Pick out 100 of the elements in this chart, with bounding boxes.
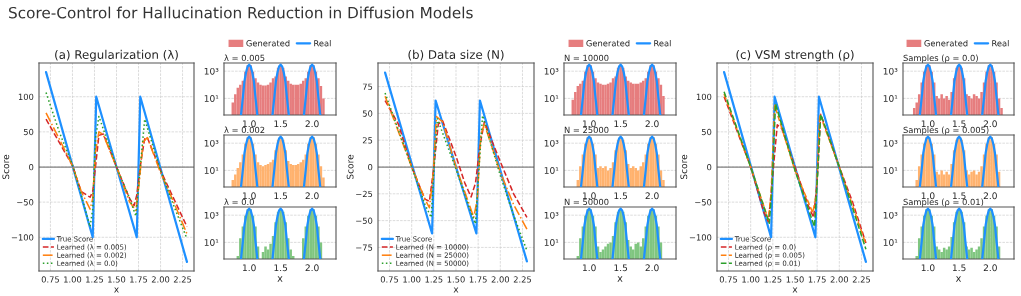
x-tick-label: 2.0 (983, 120, 997, 128)
x-tick-label: 1.50 (108, 276, 126, 283)
x-tick-label: 1.5 (614, 120, 628, 128)
legend-label: Real (314, 39, 331, 47)
x-tick-label: 0.75 (719, 276, 738, 283)
x-tick-label: 1.75 (808, 276, 826, 283)
legend-label: Generated (586, 39, 630, 47)
x-tick-label: 1.0 (582, 120, 596, 128)
x-tick-label: 0.75 (380, 276, 399, 283)
y-axis-title: Score (346, 154, 354, 180)
x-tick-label: 2.00 (491, 276, 510, 283)
legend-label: Generated (246, 39, 290, 47)
x-tick-label: 1.50 (447, 276, 465, 283)
y-tick-label: 50 (23, 128, 34, 136)
y-tick-label: 10³ (204, 139, 219, 147)
y-tick-label: 10¹ (544, 167, 559, 174)
y-tick-label: −50 (17, 199, 34, 206)
x-axis-title: x (114, 287, 119, 293)
chart-title: N = 25000 (564, 126, 609, 134)
x-axis-title: x (792, 287, 798, 293)
legend-label: Real (654, 39, 671, 47)
y-tick-label: 0 (707, 163, 712, 171)
text: Score-Control for Hallucination Reduction in Diffusion Models (9, 6, 473, 19)
x-tick-label: 2.25 (173, 276, 192, 283)
chart-title: Samples (ρ = 0.01) (903, 198, 984, 207)
x-tick-label: 1.0 (921, 264, 935, 272)
y-tick-label: 10³ (544, 67, 559, 75)
x-tick-label: 2.0 (645, 264, 659, 272)
y-tick-label: 10³ (204, 67, 219, 75)
x-axis-title: x (277, 276, 283, 282)
y-tick-label: 25 (362, 137, 373, 144)
y-tick-label: 10³ (204, 211, 219, 219)
y-tick-label: 10¹ (883, 95, 898, 102)
y-tick-label: 10¹ (204, 167, 219, 174)
x-tick-label: 2.0 (305, 192, 319, 200)
x-tick-label: 1.0 (242, 264, 256, 272)
y-tick-label: −100 (689, 234, 712, 241)
y-tick-label: 50 (362, 110, 373, 117)
y-tick-label: 100 (696, 93, 712, 101)
y-tick-label: 10³ (883, 139, 898, 147)
chart-title: N = 10000 (564, 54, 609, 62)
chart-title: (c) VSM strength (ρ) (736, 49, 854, 62)
x-axis-title: x (453, 287, 459, 293)
y-tick-label: 10¹ (204, 95, 219, 102)
x-tick-label: 1.0 (921, 120, 935, 128)
x-tick-label: 1.25 (425, 276, 443, 283)
x-tick-label: 2.0 (983, 264, 997, 272)
x-tick-label: 2.0 (305, 264, 319, 272)
chart-title: (b) Data size (N) (408, 49, 504, 61)
y-tick-label: −25 (356, 190, 373, 198)
y-tick-label: 75 (362, 83, 373, 90)
y-tick-label: 10³ (883, 67, 898, 75)
chart-title: (a) Regularization (λ) (55, 49, 178, 62)
x-tick-label: 1.00 (742, 276, 760, 283)
x-tick-label: 1.5 (614, 192, 628, 200)
y-tick-label: 10¹ (204, 239, 219, 246)
x-tick-label: 2.00 (830, 276, 849, 283)
y-tick-label: 100 (18, 93, 34, 101)
y-tick-label: 10¹ (883, 239, 898, 246)
x-tick-label: 1.50 (786, 276, 804, 283)
y-tick-label: −50 (356, 217, 373, 224)
x-tick-label: 0.75 (41, 276, 59, 283)
y-tick-label: 50 (701, 128, 712, 136)
y-tick-label: 10³ (544, 211, 559, 219)
y-tick-label: −75 (356, 244, 373, 251)
x-tick-label: 1.5 (274, 120, 288, 128)
chart-title: λ = 0.002 (224, 126, 265, 134)
y-tick-label: −100 (11, 234, 34, 241)
x-tick-label: 1.0 (582, 192, 596, 200)
x-tick-label: 1.0 (242, 120, 256, 128)
y-tick-label: 0 (368, 163, 373, 171)
y-tick-label: 10¹ (544, 239, 559, 246)
x-axis-title: x (617, 276, 623, 282)
x-tick-label: 1.0 (582, 264, 596, 272)
y-tick-label: 10¹ (544, 95, 559, 102)
x-tick-label: 2.0 (645, 192, 659, 200)
y-axis-title: Score (2, 154, 10, 180)
x-tick-label: 2.0 (645, 120, 659, 128)
legend-label: Generated (924, 39, 968, 47)
x-axis-title: x (955, 276, 962, 282)
x-tick-label: 1.5 (952, 120, 966, 128)
x-tick-label: 2.25 (852, 276, 871, 283)
x-tick-label: 1.5 (614, 264, 628, 272)
x-tick-label: 1.5 (952, 264, 966, 272)
x-tick-label: 1.25 (764, 276, 782, 283)
x-tick-label: 1.5 (274, 264, 288, 272)
x-tick-label: 1.75 (130, 276, 148, 283)
x-tick-label: 1.25 (86, 276, 104, 283)
x-tick-label: 2.00 (151, 276, 170, 283)
x-tick-label: 1.5 (274, 192, 288, 200)
x-tick-label: 1.0 (242, 192, 256, 200)
x-tick-label: 1.75 (469, 276, 487, 283)
x-tick-label: 2.0 (983, 192, 997, 200)
y-axis-title: Score (680, 154, 688, 180)
chart-title: N = 50000 (564, 198, 609, 206)
y-tick-label: −50 (695, 199, 712, 206)
chart-title: λ = 0.0 (224, 198, 254, 206)
y-tick-label: 0 (29, 163, 34, 171)
x-tick-label: 1.00 (403, 276, 421, 283)
x-tick-label: 1.00 (64, 276, 82, 283)
